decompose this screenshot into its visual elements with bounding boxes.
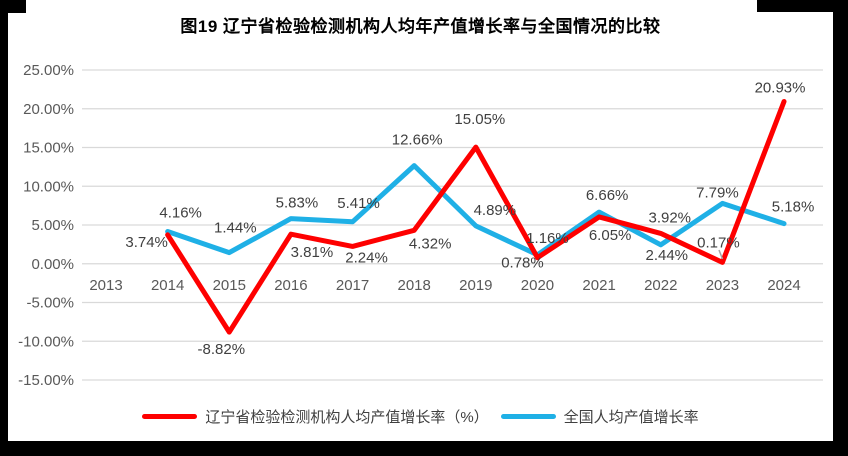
chart-title: 图19 辽宁省检验检测机构人均年产值增长率与全国情况的比较 <box>180 17 661 36</box>
legend: 辽宁省检验检测机构人均产值增长率（%） 全国人均产值增长率 <box>8 406 833 427</box>
chart-canvas: 25.00% 20.00% 15.00% 10.00% 5.00% 0.00% -5.00%… <box>18 62 823 389</box>
x-axis-tick-label: 2016 <box>274 277 307 294</box>
y-axis-tick-label: 25.00% <box>23 62 74 79</box>
scan-artifact-top-left <box>0 0 26 13</box>
x-axis-tick-label: 2019 <box>459 277 492 294</box>
data-label: 2.24% <box>345 249 388 266</box>
y-axis-tick-label: 5.00% <box>31 217 74 234</box>
x-axis-tick-label: 2020 <box>521 277 554 294</box>
data-label: 20.93% <box>755 80 806 97</box>
x-axis-tick-label: 2021 <box>582 277 615 294</box>
data-label: 15.05% <box>454 111 505 128</box>
data-label: 4.16% <box>159 205 202 222</box>
x-axis-tick-label: 2023 <box>706 277 739 294</box>
data-label: 6.66% <box>586 187 629 204</box>
x-axis-tick-label: 2024 <box>767 277 800 294</box>
data-label: 5.18% <box>772 199 815 216</box>
x-axis-tick-label: 2013 <box>89 277 122 294</box>
y-axis-tick-label: 0.00% <box>31 256 74 273</box>
x-axis-tick-label: 2017 <box>336 277 369 294</box>
y-axis-tick-label: -5.00% <box>26 295 74 312</box>
data-label: 5.41% <box>337 195 380 212</box>
legend-item-liaoning: 辽宁省检验检测机构人均产值增长率（%） <box>142 406 489 427</box>
label-leader-line <box>718 249 724 260</box>
data-label: 3.92% <box>648 209 691 226</box>
y-axis-tick-label: 20.00% <box>23 101 74 118</box>
national-line <box>165 163 787 258</box>
y-axis-tick-label: 15.00% <box>23 140 74 157</box>
y-axis-tick-label: -15.00% <box>18 372 74 389</box>
x-axis-tick-label: 2015 <box>213 277 246 294</box>
legend-item-national: 全国人均产值增长率 <box>500 406 699 427</box>
data-label: 1.16% <box>526 230 569 247</box>
y-axis-tick-label: 10.00% <box>23 178 74 195</box>
data-label: 4.89% <box>474 202 517 219</box>
scan-artifact-top-right <box>757 0 848 12</box>
data-label: 0.17% <box>697 234 740 251</box>
legend-label-liaoning: 辽宁省检验检测机构人均产值增长率（%） <box>205 409 489 426</box>
data-label: 1.44% <box>214 220 257 237</box>
y-axis-tick-label: -10.00% <box>18 333 74 350</box>
x-axis-tick-label: 2014 <box>151 277 184 294</box>
legend-swatch-national-line <box>500 414 556 419</box>
data-label: 3.81% <box>291 244 334 261</box>
chart-panel: 图19 辽宁省检验检测机构人均年产值增长率与全国情况的比较 25.00% 20.0… <box>8 0 833 441</box>
data-label: 6.05% <box>589 227 632 244</box>
x-axis-tick-label: 2018 <box>398 277 431 294</box>
data-label: 5.83% <box>276 195 319 212</box>
liaoning-line <box>165 99 787 335</box>
data-label: 4.32% <box>409 235 452 252</box>
x-axis-tick-label: 2022 <box>644 277 677 294</box>
data-label: 7.79% <box>696 184 739 201</box>
legend-label-national: 全国人均产值增长率 <box>563 409 699 426</box>
data-label: 0.78% <box>501 255 544 272</box>
data-label: 3.74% <box>125 234 168 251</box>
data-label: -8.82% <box>198 341 246 358</box>
data-label: 2.44% <box>645 247 688 264</box>
data-label: 12.66% <box>392 132 443 149</box>
legend-swatch-liaoning-line <box>142 414 198 419</box>
